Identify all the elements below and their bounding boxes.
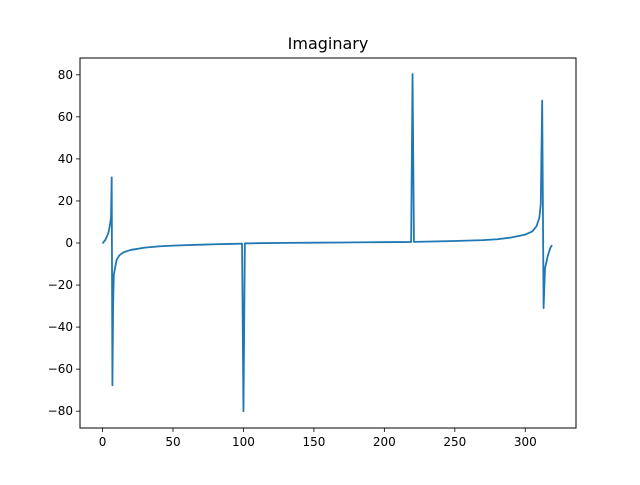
x-tick-label: 100 [232,435,255,449]
series-layer [101,73,553,413]
y-tick-label: −40 [48,320,73,334]
series-line [101,73,553,413]
x-tick-label: 250 [443,435,466,449]
y-tick-label: −20 [48,278,73,292]
y-tick-label: −60 [48,362,73,376]
x-tick-label: 300 [514,435,537,449]
x-tick-label: 0 [99,435,107,449]
y-tick-label: 0 [65,236,73,250]
y-tick-label: 60 [58,110,73,124]
x-axis: 0 50 100 150 200 250 300 [99,428,537,449]
y-tick-label: 80 [58,68,73,82]
x-tick-label: 200 [373,435,396,449]
y-tick-label: 20 [58,194,73,208]
x-tick-label: 50 [165,435,180,449]
y-tick-label: 40 [58,152,73,166]
y-tick-label: −80 [48,404,73,418]
y-axis: −80 −60 −40 −20 0 20 40 60 80 [48,68,80,418]
chart-title: Imaginary [288,34,369,53]
x-tick-label: 150 [302,435,325,449]
